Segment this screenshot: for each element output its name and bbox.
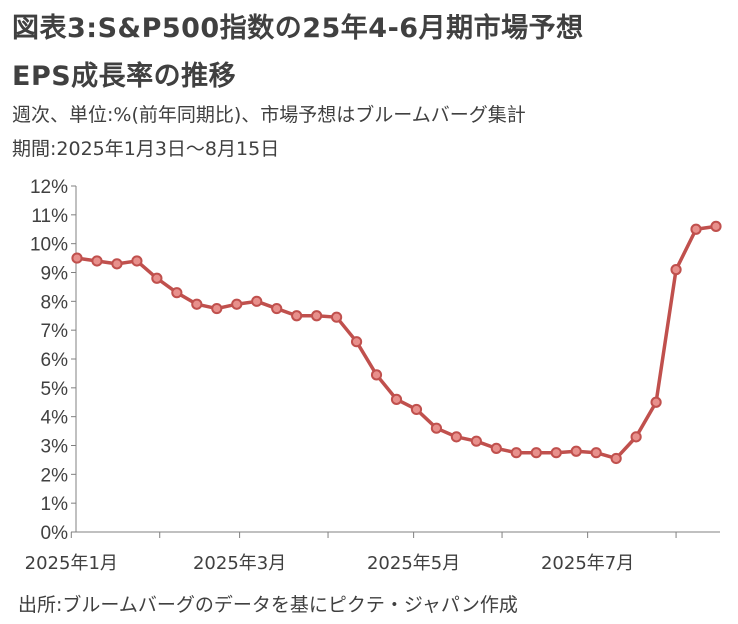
x-tick-label: 2025年1月 bbox=[25, 553, 118, 574]
data-point bbox=[231, 298, 243, 310]
data-point bbox=[610, 452, 622, 465]
data-point bbox=[291, 310, 303, 322]
x-axis-ticks: 2025年1月 2025年3月 2025年5月 2025年7月 bbox=[25, 532, 677, 574]
y-tick-label: 10% bbox=[30, 235, 68, 256]
chart-title-line2: EPS成長率の推移 bbox=[12, 61, 237, 92]
data-point bbox=[350, 336, 363, 348]
series-layer bbox=[71, 220, 722, 465]
x-tick-label: 2025年5月 bbox=[367, 553, 460, 574]
data-point bbox=[550, 447, 562, 459]
data-point bbox=[251, 295, 263, 307]
data-point bbox=[390, 393, 403, 405]
y-tick-label: 8% bbox=[41, 292, 69, 313]
data-point bbox=[71, 252, 83, 264]
data-point bbox=[271, 302, 283, 315]
data-point bbox=[570, 445, 582, 457]
data-point bbox=[330, 311, 343, 323]
data-point bbox=[311, 310, 323, 322]
data-point bbox=[450, 431, 463, 443]
series-line bbox=[76, 224, 717, 461]
data-point bbox=[630, 431, 642, 443]
y-tick-label: 7% bbox=[41, 321, 69, 342]
data-point bbox=[211, 302, 223, 315]
y-tick-label: 2% bbox=[41, 465, 69, 486]
data-point bbox=[650, 396, 662, 408]
x-tick-label: 2025年7月 bbox=[541, 553, 634, 574]
data-point bbox=[91, 255, 103, 267]
data-point bbox=[670, 264, 682, 276]
y-tick-label: 4% bbox=[41, 408, 69, 429]
chart-subtitle-units: 週次、単位:%(前年同期比)、市場予想はブルームバーグ集計 bbox=[12, 104, 526, 126]
y-tick-label: 1% bbox=[41, 494, 69, 515]
y-tick-label: 0% bbox=[41, 523, 69, 544]
data-point bbox=[470, 435, 482, 447]
data-point bbox=[370, 369, 383, 381]
data-point bbox=[111, 258, 123, 270]
data-point bbox=[510, 447, 522, 459]
source-note: 出所:ブルームバーグのデータを基にピクテ・ジャパン作成 bbox=[18, 594, 518, 616]
data-point bbox=[131, 255, 143, 267]
chart-subtitle-period: 期間:2025年1月3日〜8月15日 bbox=[12, 138, 280, 160]
chart-title-line1: 図表3:S&P500指数の25年4-6月期市場予想 bbox=[12, 13, 584, 44]
y-tick-label: 3% bbox=[41, 437, 69, 458]
line-chart: 0%1%2%3%4%5%6%7%8%9%10%11%12% 2025年1月 202… bbox=[25, 177, 722, 574]
y-tick-label: 12% bbox=[30, 177, 68, 198]
y-tick-label: 5% bbox=[41, 379, 69, 400]
x-tick-label: 2025年3月 bbox=[193, 553, 286, 574]
data-point bbox=[171, 287, 183, 299]
data-point bbox=[430, 422, 443, 434]
data-point bbox=[410, 403, 423, 416]
data-point bbox=[590, 447, 602, 459]
y-tick-label: 9% bbox=[41, 264, 69, 285]
data-point bbox=[530, 447, 542, 459]
y-tick-label: 6% bbox=[41, 350, 69, 371]
data-point bbox=[710, 220, 722, 232]
y-axis-ticks: 0% 1% 2% 3% 4% 5% 6% 7% 8% 9% 10% 11% 12% bbox=[30, 177, 76, 544]
data-point bbox=[151, 272, 163, 284]
data-point bbox=[690, 223, 702, 235]
data-point bbox=[490, 442, 502, 454]
data-point bbox=[191, 298, 203, 310]
y-tick-label: 11% bbox=[31, 206, 68, 227]
